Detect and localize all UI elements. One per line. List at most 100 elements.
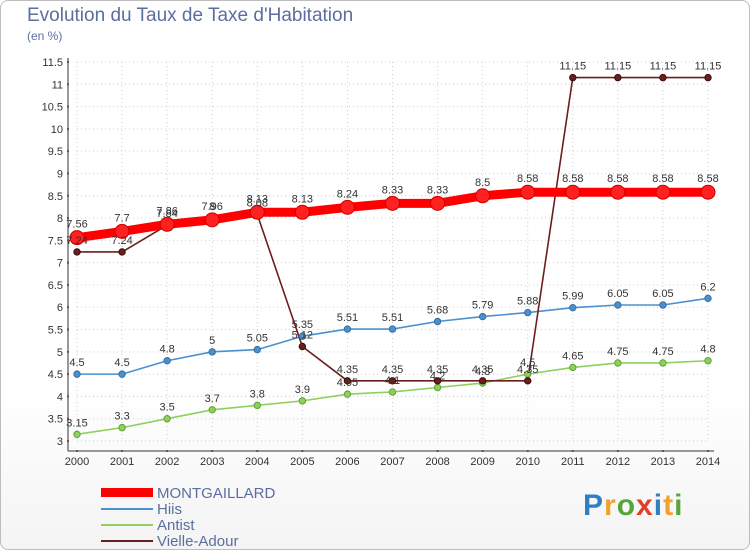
data-point bbox=[433, 317, 442, 326]
data-label: 4.2 bbox=[430, 370, 445, 382]
x-tick-label: 2011 bbox=[561, 456, 585, 468]
data-label: 8.13 bbox=[292, 193, 313, 205]
data-label: 11.15 bbox=[604, 61, 631, 73]
data-label: 6.2 bbox=[700, 281, 715, 293]
data-label: 11.15 bbox=[559, 61, 586, 73]
data-label: 8.58 bbox=[697, 173, 718, 185]
legend-swatch-antist bbox=[101, 524, 153, 526]
data-label: 11.15 bbox=[695, 61, 722, 73]
y-tick-label: 8.5 bbox=[48, 191, 63, 203]
data-label: 8.58 bbox=[652, 173, 673, 185]
data-label: 4.35 bbox=[382, 364, 403, 376]
data-label: 4.75 bbox=[652, 346, 673, 358]
data-point bbox=[298, 332, 307, 340]
data-label: 4.1 bbox=[385, 375, 400, 387]
data-label: 5.68 bbox=[427, 305, 448, 317]
data-label: 3.8 bbox=[250, 388, 265, 400]
axes bbox=[67, 58, 714, 452]
data-point bbox=[659, 359, 667, 367]
data-point bbox=[700, 184, 716, 200]
data-point bbox=[253, 345, 261, 354]
data-label: 7.56 bbox=[66, 219, 87, 231]
data-point bbox=[73, 430, 81, 439]
data-point bbox=[614, 359, 622, 367]
data-label: 4.35 bbox=[472, 364, 493, 376]
data-label: 4.8 bbox=[159, 344, 174, 356]
data-point bbox=[704, 73, 712, 82]
y-tick-label: 3.5 bbox=[48, 414, 63, 426]
data-point bbox=[298, 342, 307, 351]
y-tick-label: 9 bbox=[57, 168, 63, 180]
data-point bbox=[385, 195, 400, 211]
data-label: 7.24 bbox=[66, 235, 87, 247]
data-label: 5.51 bbox=[337, 312, 358, 324]
data-label: 8.08 bbox=[247, 197, 268, 209]
data-label: 8.33 bbox=[382, 184, 403, 196]
proxiti-logo: Proxiti bbox=[583, 489, 684, 522]
series-points bbox=[69, 73, 716, 439]
data-point bbox=[343, 390, 352, 398]
y-tick-label: 11.5 bbox=[42, 57, 63, 69]
data-point bbox=[388, 388, 397, 396]
data-label: 5.79 bbox=[472, 300, 493, 312]
data-label: 5.35 bbox=[292, 319, 313, 331]
data-point bbox=[704, 357, 712, 365]
data-point bbox=[569, 363, 577, 372]
data-point bbox=[253, 401, 261, 410]
data-label: 7.86 bbox=[156, 205, 177, 217]
legend-label-hiis: Hiis bbox=[157, 501, 182, 518]
data-point bbox=[475, 188, 491, 204]
data-point bbox=[655, 184, 671, 200]
data-label: 7.7 bbox=[114, 212, 129, 224]
x-tick-label: 2012 bbox=[606, 456, 630, 468]
data-label: 3.9 bbox=[295, 384, 310, 396]
data-label: 6.05 bbox=[652, 288, 673, 300]
data-label: 3.5 bbox=[159, 402, 174, 414]
y-tick-label: 11 bbox=[52, 79, 63, 91]
y-tick-label: 9.5 bbox=[48, 146, 63, 158]
data-point bbox=[388, 325, 397, 333]
data-point bbox=[73, 370, 81, 378]
data-point bbox=[163, 415, 171, 423]
x-tick-label: 2010 bbox=[515, 456, 539, 468]
chart-title: Evolution du Taux de Taxe d'Habitation bbox=[27, 5, 354, 26]
data-point bbox=[298, 397, 307, 405]
data-point bbox=[569, 73, 577, 82]
data-point bbox=[204, 212, 220, 228]
data-label: 5.51 bbox=[382, 312, 403, 324]
y-tick-label: 7 bbox=[57, 258, 63, 270]
data-label: 4.5 bbox=[114, 357, 129, 369]
y-tick-label: 6.5 bbox=[48, 280, 63, 292]
data-label: 11.15 bbox=[650, 61, 677, 73]
data-label: 7.96 bbox=[202, 201, 223, 213]
data-label: 4.5 bbox=[69, 357, 84, 369]
data-point bbox=[118, 370, 126, 378]
data-point bbox=[208, 406, 216, 414]
data-point bbox=[565, 184, 581, 200]
data-label: 4.5 bbox=[520, 357, 535, 369]
legend-swatch-hiis bbox=[101, 508, 153, 510]
legend-label-vielle-adour: Vielle-Adour bbox=[157, 533, 239, 550]
data-label: 4.05 bbox=[337, 377, 358, 389]
data-point bbox=[249, 204, 265, 220]
x-tick-label: 2013 bbox=[651, 456, 675, 468]
data-label: 4.35 bbox=[427, 364, 448, 376]
data-point bbox=[339, 199, 355, 215]
x-tick-labels: 2000 2001 2002 2003 2004 2005 2006 2007 2008 2009… bbox=[65, 456, 720, 468]
data-point bbox=[118, 248, 126, 256]
x-tick-label: 2007 bbox=[380, 456, 404, 468]
data-label: 8.33 bbox=[427, 184, 448, 196]
data-label: 8.58 bbox=[517, 173, 538, 185]
data-point bbox=[114, 223, 130, 239]
x-tick-label: 2004 bbox=[245, 456, 269, 468]
data-point bbox=[118, 423, 126, 432]
data-point bbox=[524, 377, 532, 385]
data-label: 8 bbox=[209, 201, 215, 213]
data-label: 5.99 bbox=[562, 291, 583, 303]
data-label: 8.58 bbox=[607, 173, 628, 185]
data-label: 8.13 bbox=[247, 193, 268, 205]
data-label: 4.75 bbox=[607, 346, 628, 358]
x-tick-label: 2009 bbox=[470, 456, 494, 468]
data-label: 4.35 bbox=[517, 364, 538, 376]
y-tick-label: 7.5 bbox=[48, 235, 63, 247]
